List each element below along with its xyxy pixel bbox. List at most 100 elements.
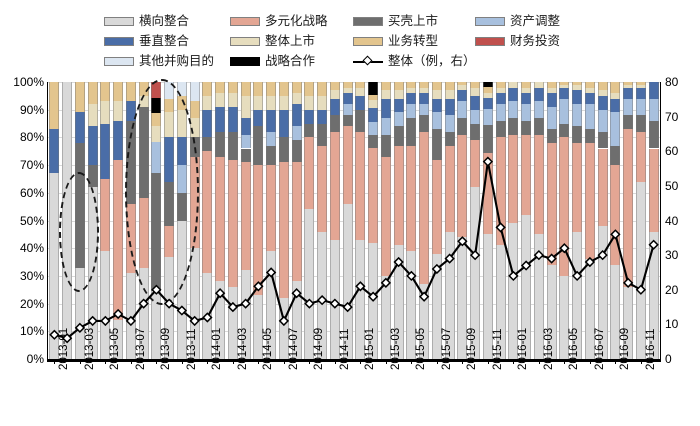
bar-column[interactable] xyxy=(431,82,442,359)
bar-column[interactable] xyxy=(304,82,315,359)
legend-item-asset-adjustment[interactable]: 资产调整 xyxy=(475,12,560,31)
bar-column[interactable] xyxy=(278,82,289,359)
gridline xyxy=(48,304,660,305)
bar-column[interactable] xyxy=(138,82,149,359)
bar-segment xyxy=(138,95,149,107)
bar-column[interactable] xyxy=(100,82,111,359)
bar-column[interactable] xyxy=(176,82,187,359)
bar-column[interactable] xyxy=(559,82,570,359)
bar-column[interactable] xyxy=(342,82,353,359)
bar-segment xyxy=(215,93,226,107)
bar-column[interactable] xyxy=(648,82,659,359)
bar-segment xyxy=(521,82,532,88)
x-tick-mark xyxy=(437,359,438,364)
x-tick-mark xyxy=(513,359,514,364)
y-tick-right: 10 xyxy=(665,317,679,331)
bar-segment xyxy=(368,147,379,243)
bar-segment xyxy=(482,87,493,93)
bar-column[interactable] xyxy=(597,82,608,359)
line-marker-diamond xyxy=(635,284,647,295)
bar-column[interactable] xyxy=(533,82,544,359)
bar-segment xyxy=(176,82,187,96)
bar-column[interactable] xyxy=(62,82,73,359)
bar-column[interactable] xyxy=(240,82,251,359)
x-tick-mark xyxy=(258,359,259,364)
bar-segment xyxy=(610,93,621,99)
legend-item-backdoor-listing[interactable]: 买壳上市 xyxy=(353,12,438,31)
legend-item-vertical-integration[interactable]: 垂直整合 xyxy=(104,32,189,51)
bar-segment xyxy=(355,87,366,96)
y-tick-left: 30% xyxy=(19,269,44,283)
bar-column[interactable] xyxy=(419,82,430,359)
bar-segment xyxy=(419,115,430,132)
bar-segment xyxy=(355,239,366,359)
legend-label-other-ma-purpose: 其他并购目的 xyxy=(139,54,215,68)
x-tick-mark xyxy=(539,359,540,364)
bar-column[interactable] xyxy=(508,82,519,359)
legend-item-overall-listing[interactable]: 整体上市 xyxy=(230,32,315,51)
legend-item-strategic-cooperation[interactable]: 战略合作 xyxy=(230,52,315,71)
legend-item-horizontal-integration[interactable]: 横向整合 xyxy=(104,12,189,31)
bar-segment xyxy=(189,156,200,249)
bar-segment xyxy=(342,104,353,116)
bar-segment xyxy=(572,104,583,127)
bar-segment xyxy=(113,159,124,321)
legend-item-other-ma-purpose[interactable]: 其他并购目的 xyxy=(104,52,214,71)
x-tick-mark xyxy=(590,359,591,364)
bar-column[interactable] xyxy=(380,82,391,359)
bar-segment xyxy=(304,123,315,138)
bar-column[interactable] xyxy=(151,82,162,359)
bar-segment xyxy=(635,82,646,85)
bar-column[interactable] xyxy=(113,82,124,359)
bar-segment xyxy=(572,231,583,359)
bar-segment xyxy=(597,109,608,132)
bar-segment xyxy=(521,214,532,359)
bar-segment xyxy=(253,82,264,96)
x-tick-mark xyxy=(488,359,489,364)
bar-column[interactable] xyxy=(546,82,557,359)
y-axis-right-line xyxy=(660,82,661,360)
bar-segment xyxy=(317,109,328,124)
bar-segment xyxy=(610,112,621,146)
bar-column[interactable] xyxy=(444,82,455,359)
bar-column[interactable] xyxy=(572,82,583,359)
bar-column[interactable] xyxy=(482,82,493,359)
bar-column[interactable] xyxy=(495,82,506,359)
bar-segment xyxy=(87,126,98,166)
line-marker-diamond xyxy=(469,249,481,261)
bar-column[interactable] xyxy=(215,82,226,359)
bar-column[interactable] xyxy=(406,82,417,359)
bar-column[interactable] xyxy=(610,82,621,359)
legend-label-diversification-strategy: 多元化战略 xyxy=(265,14,328,28)
bar-column[interactable] xyxy=(521,82,532,359)
bar-column[interactable] xyxy=(227,82,238,359)
bar-segment xyxy=(317,145,328,232)
bar-segment xyxy=(635,115,646,132)
x-axis-labels: 2013-01 2013-03 2013-05 2013-07 2013-09 2013-… xyxy=(0,328,700,426)
bar-column[interactable] xyxy=(623,82,634,359)
legend-item-financial-investment[interactable]: 财务投资 xyxy=(475,32,560,51)
bar-column[interactable] xyxy=(470,82,481,359)
x-axis-line xyxy=(47,359,661,362)
bar-column[interactable] xyxy=(74,82,85,359)
bar-column[interactable] xyxy=(457,82,468,359)
bar-segment xyxy=(278,109,289,138)
legend-item-business-transformation[interactable]: 业务转型 xyxy=(353,32,438,51)
gridline xyxy=(48,110,660,111)
bar-segment xyxy=(419,284,430,359)
bar-segment xyxy=(482,98,493,110)
bar-segment xyxy=(457,82,468,85)
bar-segment xyxy=(521,120,532,135)
bar-column[interactable] xyxy=(584,82,595,359)
bar-segment xyxy=(457,134,468,238)
bar-segment xyxy=(584,142,595,260)
bar-segment xyxy=(164,226,175,257)
bar-column[interactable] xyxy=(291,82,302,359)
bar-column[interactable] xyxy=(355,82,366,359)
bar-column[interactable] xyxy=(393,82,404,359)
legend-item-overall-line[interactable]: 整体（例，右） xyxy=(353,52,476,71)
bar-column[interactable] xyxy=(49,82,60,359)
bar-column[interactable] xyxy=(266,82,277,359)
bar-column[interactable] xyxy=(253,82,264,359)
legend-item-diversification-strategy[interactable]: 多元化战略 xyxy=(230,12,328,31)
